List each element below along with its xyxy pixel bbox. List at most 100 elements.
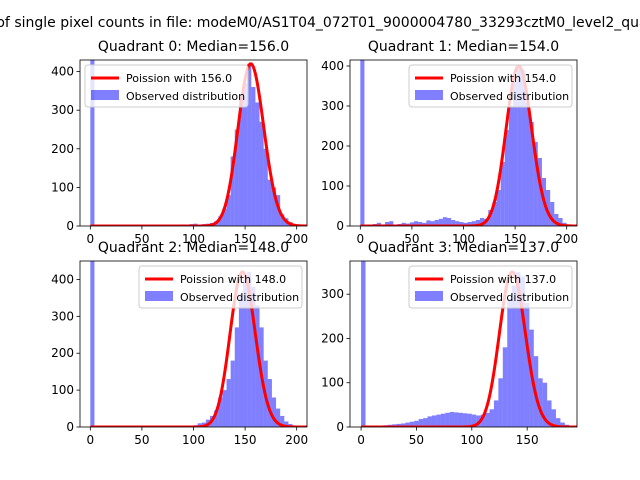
histogram-bar (218, 397, 223, 427)
x-tick-label: 50 (134, 433, 149, 447)
histogram-bar (498, 378, 503, 427)
histogram-bar (418, 222, 423, 226)
histogram-bar (467, 413, 472, 427)
y-tick-label: 300 (51, 309, 74, 323)
x-tick-label: 50 (134, 232, 149, 246)
legend-hist-label: Observed distribution (450, 291, 569, 304)
subplot-quadrant-1: 0 50 100 150 200 0 100 200 300 400 Quadrant 1: Med… (321, 39, 578, 246)
histogram-bar (409, 222, 414, 226)
histogram-bar (251, 87, 256, 226)
legend-hist-label: Observed distribution (450, 90, 569, 103)
histogram-bar (547, 400, 552, 427)
x-tick-label: 200 (285, 433, 308, 447)
axes-frame (349, 260, 578, 428)
histogram-bar (502, 347, 508, 427)
histogram-bar (560, 422, 565, 427)
histogram-bar (471, 414, 477, 427)
histogram-bar (267, 379, 272, 427)
histogram-bar (475, 220, 481, 226)
legend-fit-label: Poission with 148.0 (180, 273, 286, 286)
legend: Poission with 137.0 Observed distribution (408, 265, 573, 309)
subplot-title: Quadrant 0: Median=156.0 (98, 39, 289, 55)
histogram-bar (462, 413, 468, 427)
histogram-bar (550, 202, 555, 226)
subplot-quadrant-2: 0 50 100 150 200 0 100 200 300 400 Quadrant 2: Med… (51, 240, 308, 447)
histogram-bar (440, 413, 446, 427)
histogram-bar (489, 409, 494, 427)
histogram-bar (284, 421, 289, 427)
x-tick-label: 200 (285, 232, 308, 246)
x-tick-label: 50 (409, 433, 424, 447)
histogram-bar (451, 220, 456, 226)
x-tick-label: 0 (86, 232, 94, 246)
legend-hist-swatch (91, 90, 119, 100)
legend: Poission with 154.0 Observed distribution (408, 64, 573, 108)
y-tick-label: 200 (51, 346, 74, 360)
y-tick-label: 0 (336, 219, 344, 233)
y-tick-label: 0 (66, 420, 74, 434)
histogram-bar (485, 412, 490, 427)
histogram-bar (234, 129, 239, 226)
histogram-bar (418, 419, 424, 427)
x-tick-label: 0 (356, 232, 364, 246)
histogram-bar (493, 400, 499, 427)
histogram-bar (454, 412, 459, 427)
histogram-bar (538, 378, 543, 427)
histogram-bar (463, 222, 468, 226)
histogram-bar (517, 66, 522, 226)
x-tick-label: 50 (404, 232, 419, 246)
y-tick-label: 0 (66, 219, 74, 233)
histogram-bar (243, 279, 248, 427)
histogram-bar (413, 221, 419, 226)
histogram-bar (214, 410, 219, 427)
histogram-bar (280, 415, 285, 427)
histogram-bar (280, 214, 285, 226)
histogram-bar (234, 327, 239, 427)
histogram-bar (271, 187, 277, 226)
histogram-bar (551, 409, 556, 427)
legend: Poission with 148.0 Observed distribution (138, 265, 303, 309)
y-tick-label: 100 (321, 376, 344, 390)
histogram-bar (90, 261, 95, 427)
histogram-bar (389, 221, 394, 226)
histogram-bar (504, 130, 509, 226)
x-tick-label: 100 (460, 433, 483, 447)
histogram-bar (513, 82, 518, 226)
histogram-bar (230, 156, 235, 226)
histogram-bar (446, 218, 452, 226)
y-tick-label: 300 (321, 287, 344, 301)
histogram-bar (488, 210, 493, 226)
y-tick-label: 0 (336, 420, 344, 434)
legend-frame (138, 265, 303, 309)
histogram-bar (361, 261, 366, 427)
x-tick-label: 150 (516, 433, 539, 447)
plot-area (90, 261, 307, 427)
histogram-bar (480, 414, 486, 427)
legend-fit-label: Poission with 154.0 (450, 72, 556, 85)
histogram-bar (480, 218, 485, 226)
histogram-bar (500, 162, 505, 226)
subplot-title: Quadrant 1: Median=154.0 (368, 39, 559, 55)
subplot-quadrant-0: 0 50 100 150 200 0 100 200 300 400 Quadrant 0: Med… (51, 39, 308, 246)
y-tick-label: 200 (51, 142, 74, 156)
figure-suptitle: Histograms of single pixel counts in fil… (0, 15, 640, 31)
histogram-bar (267, 179, 272, 226)
histogram-bar (546, 190, 551, 226)
x-tick-label: 150 (234, 232, 257, 246)
histogram-bar (226, 195, 231, 226)
histogram-bar (238, 294, 244, 427)
histogram-bar (525, 102, 530, 226)
x-tick-label: 150 (234, 433, 257, 447)
histogram-bar (222, 390, 227, 427)
histogram-bar (409, 421, 415, 427)
histogram-bar (533, 142, 538, 226)
histogram-bar (276, 408, 281, 427)
y-tick-label: 200 (321, 139, 344, 153)
histogram-bar (442, 217, 447, 226)
x-tick-label: 100 (452, 232, 475, 246)
subplot-quadrant-3: 0 50 100 150 0 100 200 300 Quadrant 3: Median=13… (321, 240, 578, 447)
y-tick-label: 400 (321, 59, 344, 73)
x-tick-label: 100 (182, 433, 205, 447)
histogram-bar (492, 202, 497, 226)
y-tick-label: 200 (321, 331, 344, 345)
